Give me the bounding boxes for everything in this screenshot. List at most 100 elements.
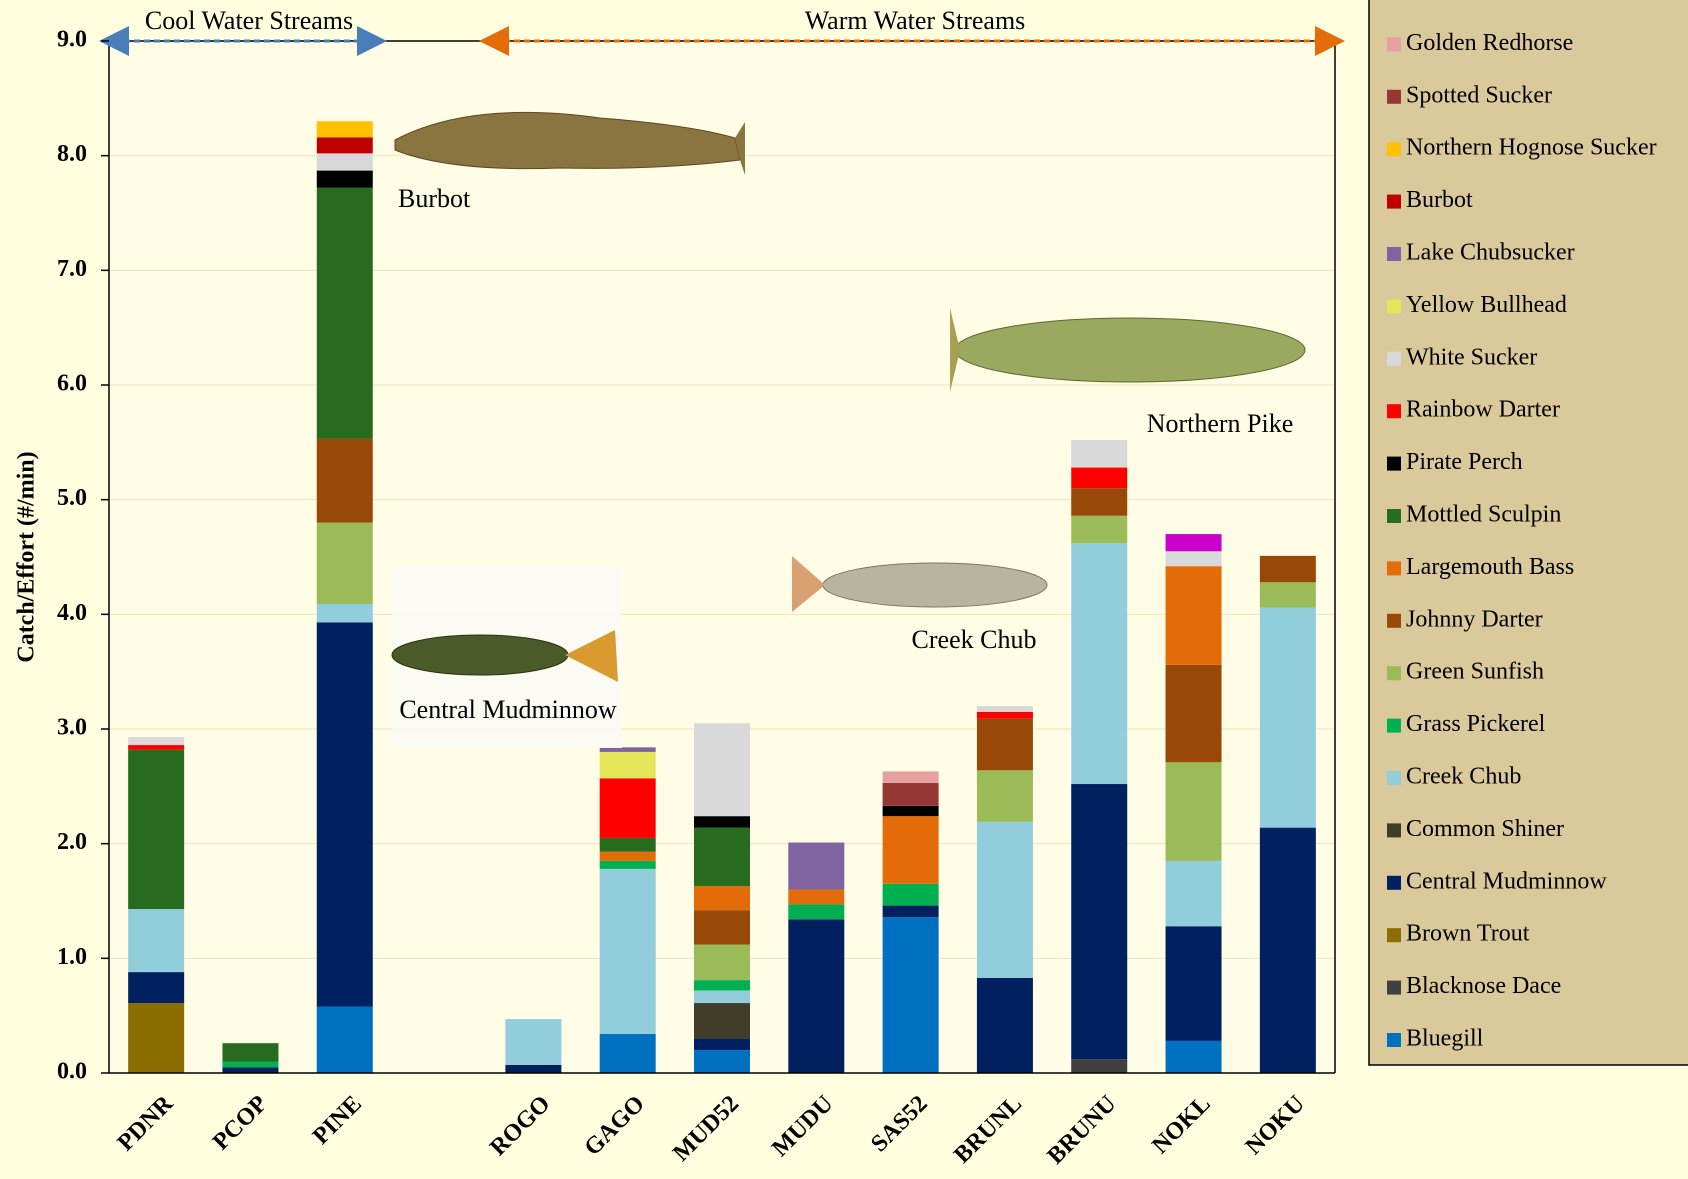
legend-label: Mottled Sculpin bbox=[1406, 502, 1561, 528]
bar-segment bbox=[317, 604, 373, 622]
legend-swatch bbox=[1387, 771, 1401, 785]
legend-swatch bbox=[1387, 195, 1401, 209]
chart: Cool Water Streams Warm Water Streams Bu… bbox=[0, 0, 1688, 1179]
bar-segment bbox=[1166, 926, 1222, 1041]
bar-segment bbox=[317, 1006, 373, 1073]
annotation: Central Mudminnow bbox=[399, 695, 617, 724]
bar-segment bbox=[1071, 1059, 1127, 1073]
bar-segment bbox=[317, 121, 373, 137]
bar-segment bbox=[694, 910, 750, 944]
annotation: Cool Water Streams bbox=[145, 6, 353, 35]
legend-swatch bbox=[1387, 37, 1401, 51]
bar-segment bbox=[317, 171, 373, 188]
legend-swatch bbox=[1387, 1033, 1401, 1047]
bar-segment bbox=[128, 972, 184, 1003]
legend-label: Creek Chub bbox=[1406, 764, 1521, 790]
legend-swatch bbox=[1387, 561, 1401, 575]
bar-segment bbox=[883, 906, 939, 917]
y-tick-label: 4.0 bbox=[57, 600, 87, 626]
legend-label: Burbot bbox=[1406, 187, 1473, 213]
bar-segment bbox=[977, 712, 1033, 719]
bar-segment bbox=[128, 1003, 184, 1073]
legend-swatch bbox=[1387, 457, 1401, 471]
legend-swatch bbox=[1387, 352, 1401, 366]
legend-swatch bbox=[1387, 981, 1401, 995]
x-tick-label: SAS52 bbox=[866, 1091, 933, 1158]
bar-segment bbox=[788, 919, 844, 1073]
bar-segment bbox=[317, 137, 373, 153]
legend-swatch bbox=[1387, 509, 1401, 523]
legend-label: Common Shiner bbox=[1406, 816, 1564, 842]
legend-swatch bbox=[1387, 666, 1401, 680]
legend-label: Golden Redhorse bbox=[1406, 30, 1573, 56]
x-tick-label: PCOP bbox=[208, 1091, 273, 1156]
bar-segment bbox=[128, 745, 184, 750]
x-tick-label: MUD52 bbox=[668, 1091, 744, 1167]
legend-label: Pirate Perch bbox=[1406, 449, 1523, 475]
bar-segment bbox=[317, 622, 373, 1006]
annotation: Warm Water Streams bbox=[805, 6, 1026, 35]
x-tick-label: GAGO bbox=[580, 1091, 650, 1161]
bar-segment bbox=[600, 869, 656, 1034]
legend-label: White Sucker bbox=[1406, 344, 1537, 370]
bar-segment bbox=[977, 770, 1033, 822]
legend-label: Rainbow Darter bbox=[1406, 397, 1560, 423]
bar-segment bbox=[883, 783, 939, 806]
legend-label: Bluegill bbox=[1406, 1026, 1484, 1052]
x-tick-label: NOKL bbox=[1147, 1091, 1215, 1159]
legend-label: Northern Hognose Sucker bbox=[1406, 135, 1657, 161]
bar-segment bbox=[1166, 1041, 1222, 1073]
bar-segment bbox=[222, 1062, 278, 1068]
bar-segment bbox=[1166, 861, 1222, 926]
x-tick-label: BRUNL bbox=[949, 1091, 1027, 1169]
bar-segment bbox=[505, 1019, 561, 1065]
annotation: Burbot bbox=[398, 184, 471, 213]
bar-segment bbox=[694, 723, 750, 816]
bar-segment bbox=[883, 816, 939, 884]
x-tick-label: BRUNU bbox=[1043, 1091, 1122, 1170]
bar-segment bbox=[1260, 607, 1316, 827]
bar-segment bbox=[977, 719, 1033, 771]
bar-segment bbox=[1071, 784, 1127, 1059]
legend-label: Brown Trout bbox=[1406, 921, 1530, 947]
legend-label: Largemouth Bass bbox=[1406, 554, 1574, 580]
x-tick-label: NOKU bbox=[1241, 1091, 1310, 1160]
bar-segment bbox=[977, 822, 1033, 978]
bar-segment bbox=[694, 1039, 750, 1050]
legend-swatch bbox=[1387, 876, 1401, 890]
bar-segment bbox=[1071, 543, 1127, 784]
bar-segment bbox=[1260, 582, 1316, 607]
y-tick-label: 2.0 bbox=[57, 829, 87, 855]
legend-label: Northern Pike bbox=[1406, 0, 1541, 4]
bar-segment bbox=[883, 806, 939, 816]
bar-segment bbox=[128, 737, 184, 745]
legend-swatch bbox=[1387, 823, 1401, 837]
bar-segment bbox=[317, 188, 373, 439]
legend-label: Central Mudminnow bbox=[1406, 868, 1607, 894]
bar-segment bbox=[1071, 516, 1127, 544]
y-tick-label: 0.0 bbox=[57, 1059, 87, 1085]
bar-segment bbox=[1166, 551, 1222, 566]
bar-segment bbox=[694, 886, 750, 910]
legend-label: Green Sunfish bbox=[1406, 659, 1544, 685]
legend-label: Blacknose Dace bbox=[1406, 973, 1561, 999]
legend-label: Spotted Sucker bbox=[1406, 82, 1552, 108]
legend-label: Johnny Darter bbox=[1406, 606, 1543, 632]
bar-segment bbox=[977, 978, 1033, 1073]
bar-segment bbox=[788, 904, 844, 919]
legend-label: Grass Pickerel bbox=[1406, 711, 1546, 737]
bar-segment bbox=[694, 945, 750, 981]
y-axis-title: Catch/Effort (#/min) bbox=[14, 451, 40, 662]
y-tick-label: 6.0 bbox=[57, 371, 87, 397]
annotation: Northern Pike bbox=[1147, 409, 1294, 438]
legend-label: Lake Chubsucker bbox=[1406, 240, 1575, 266]
x-tick-label: PINE bbox=[308, 1091, 367, 1150]
legend-swatch bbox=[1387, 928, 1401, 942]
bar-segment bbox=[1260, 828, 1316, 1073]
bar-segment bbox=[694, 980, 750, 990]
bar-segment bbox=[317, 523, 373, 604]
y-tick-label: 1.0 bbox=[57, 944, 87, 970]
bar-segment bbox=[1166, 534, 1222, 551]
bar-segment bbox=[1166, 762, 1222, 861]
bar-segment bbox=[694, 990, 750, 1003]
